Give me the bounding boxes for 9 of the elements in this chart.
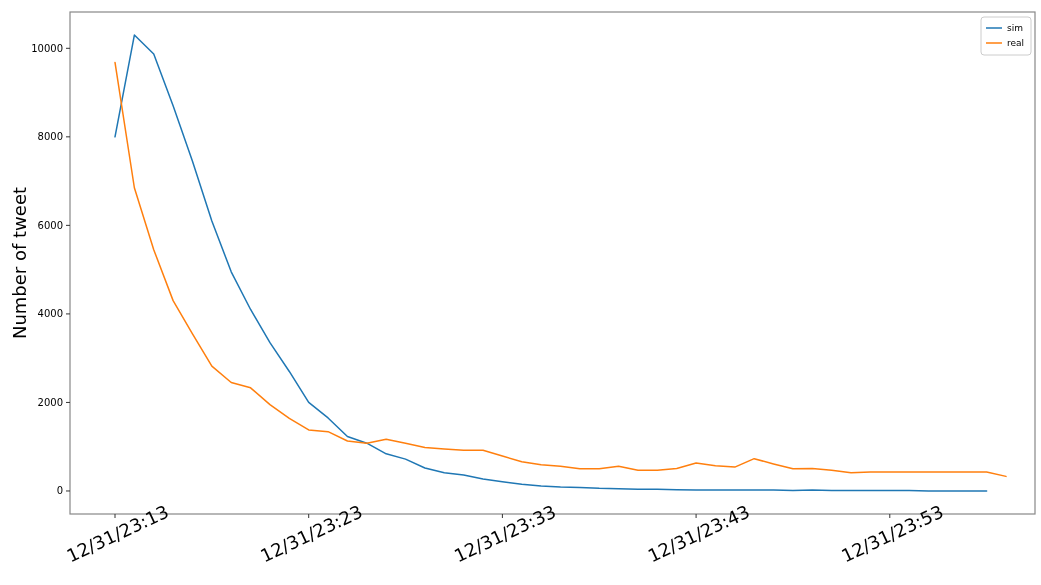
- y-tick-label: 8000: [37, 131, 63, 143]
- legend-label: sim: [1007, 23, 1023, 34]
- legend-label: real: [1007, 38, 1025, 49]
- y-tick-label: 2000: [37, 396, 63, 408]
- y-tick-label: 10000: [31, 42, 63, 54]
- y-tick-label: 4000: [37, 308, 63, 320]
- y-tick-label: 6000: [37, 219, 63, 231]
- y-tick-label: 0: [56, 485, 63, 497]
- y-axis-title: Number of tweet: [9, 186, 30, 340]
